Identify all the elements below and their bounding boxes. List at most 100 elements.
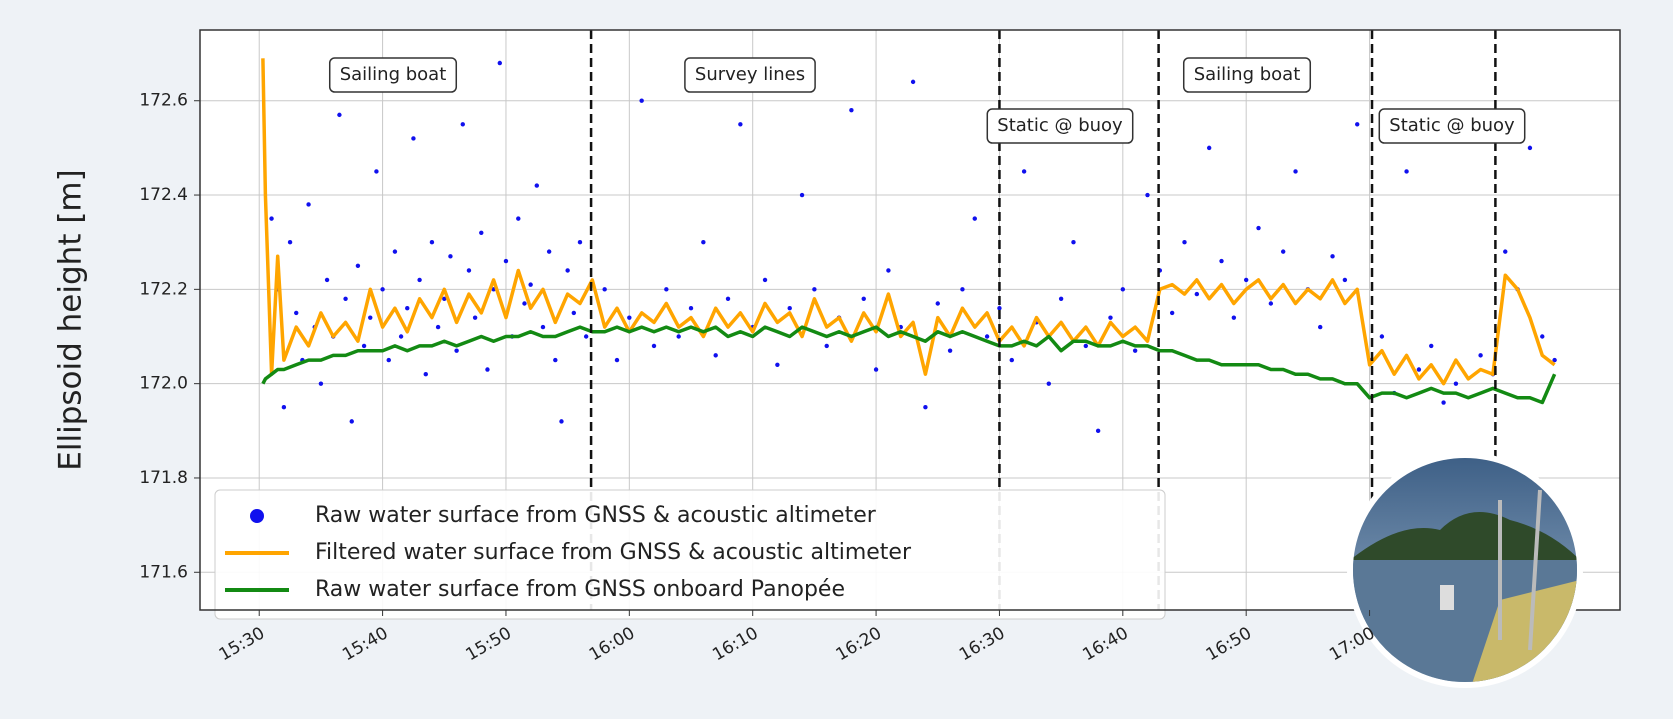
scatter-point bbox=[1059, 297, 1063, 301]
scatter-point bbox=[1121, 287, 1125, 291]
scatter-point bbox=[325, 278, 329, 282]
scatter-point bbox=[498, 61, 502, 65]
y-tick-label: 172.0 bbox=[139, 374, 188, 394]
scatter-point bbox=[788, 306, 792, 310]
scatter-point bbox=[522, 301, 526, 305]
scatter-point bbox=[775, 363, 779, 367]
scatter-point bbox=[467, 268, 471, 272]
y-tick-label: 172.6 bbox=[139, 91, 188, 111]
scatter-point bbox=[387, 358, 391, 362]
scatter-point bbox=[627, 315, 631, 319]
scatter-point bbox=[1540, 334, 1544, 338]
scatter-point bbox=[602, 287, 606, 291]
scatter-point bbox=[547, 249, 551, 253]
scatter-point bbox=[1195, 292, 1199, 296]
scatter-point bbox=[436, 325, 440, 329]
scatter-point bbox=[874, 367, 878, 371]
scatter-point bbox=[1404, 169, 1408, 173]
scatter-point bbox=[1429, 344, 1433, 348]
scatter-point bbox=[738, 122, 742, 126]
scatter-point bbox=[306, 202, 310, 206]
x-tick-label: 15:50 bbox=[463, 623, 515, 665]
y-tick-label: 171.6 bbox=[139, 562, 188, 582]
scatter-point bbox=[1380, 334, 1384, 338]
scatter-point bbox=[973, 216, 977, 220]
scatter-point bbox=[1478, 353, 1482, 357]
x-tick-label: 15:40 bbox=[339, 623, 391, 665]
x-tick-label: 15:30 bbox=[216, 623, 268, 665]
annotation: Survey lines bbox=[695, 64, 805, 85]
annotation: Sailing boat bbox=[340, 64, 447, 85]
scatter-point bbox=[461, 122, 465, 126]
scatter-point bbox=[1071, 240, 1075, 244]
scatter-point bbox=[1454, 381, 1458, 385]
scatter-point bbox=[541, 325, 545, 329]
y-tick-label: 172.4 bbox=[139, 185, 188, 205]
scatter-point bbox=[997, 306, 1001, 310]
scatter-point bbox=[1096, 429, 1100, 433]
scatter-point bbox=[288, 240, 292, 244]
scatter-point bbox=[664, 287, 668, 291]
scatter-point bbox=[1318, 325, 1322, 329]
scatter-point bbox=[269, 216, 273, 220]
x-tick-label: 16:30 bbox=[956, 623, 1008, 665]
scatter-point bbox=[1084, 344, 1088, 348]
scatter-point bbox=[393, 249, 397, 253]
scatter-point bbox=[343, 297, 347, 301]
scatter-point bbox=[504, 259, 508, 263]
scatter-point bbox=[485, 367, 489, 371]
scatter-point bbox=[319, 381, 323, 385]
scatter-point bbox=[454, 348, 458, 352]
scatter-point bbox=[528, 282, 532, 286]
scatter-point bbox=[713, 353, 717, 357]
scatter-point bbox=[1330, 254, 1334, 258]
scatter-point bbox=[911, 80, 915, 84]
annotation: Static @ buoy bbox=[997, 115, 1123, 136]
scatter-point bbox=[356, 264, 360, 268]
scatter-point bbox=[1417, 367, 1421, 371]
scatter-point bbox=[1528, 146, 1532, 150]
scatter-point bbox=[812, 287, 816, 291]
legend-label: Filtered water surface from GNSS & acous… bbox=[315, 540, 912, 565]
scatter-point bbox=[1355, 122, 1359, 126]
scatter-point bbox=[399, 334, 403, 338]
scatter-point bbox=[800, 193, 804, 197]
scatter-point bbox=[849, 108, 853, 112]
scatter-point bbox=[923, 405, 927, 409]
scatter-point bbox=[763, 278, 767, 282]
scatter-point bbox=[448, 254, 452, 258]
scatter-point bbox=[362, 344, 366, 348]
scatter-point bbox=[936, 301, 940, 305]
scatter-point bbox=[374, 169, 378, 173]
x-tick-label: 16:40 bbox=[1079, 623, 1131, 665]
scatter-point bbox=[1207, 146, 1211, 150]
scatter-point bbox=[479, 231, 483, 235]
scatter-point bbox=[1232, 315, 1236, 319]
scatter-point bbox=[1219, 259, 1223, 263]
scatter-point bbox=[1047, 381, 1051, 385]
scatter-point bbox=[1170, 311, 1174, 315]
scatter-point bbox=[689, 306, 693, 310]
x-tick-label: 16:20 bbox=[833, 623, 885, 665]
scatter-point bbox=[1133, 348, 1137, 352]
scatter-point bbox=[1108, 315, 1112, 319]
scatter-point bbox=[1293, 169, 1297, 173]
scatter-point bbox=[985, 334, 989, 338]
x-tick-label: 16:50 bbox=[1203, 623, 1255, 665]
x-tick-label: 16:00 bbox=[586, 623, 638, 665]
legend-label: Raw water surface from GNSS onboard Pano… bbox=[315, 577, 845, 602]
scatter-point bbox=[578, 240, 582, 244]
scatter-point bbox=[411, 136, 415, 140]
scatter-point bbox=[553, 358, 557, 362]
scatter-point bbox=[417, 278, 421, 282]
scatter-point bbox=[960, 287, 964, 291]
scatter-point bbox=[380, 287, 384, 291]
scatter-point bbox=[1441, 400, 1445, 404]
scatter-point bbox=[1022, 169, 1026, 173]
y-axis-label: Ellipsoid height [m] bbox=[53, 169, 89, 470]
scatter-point bbox=[1281, 249, 1285, 253]
scatter-point bbox=[337, 113, 341, 117]
scatter-point bbox=[368, 315, 372, 319]
scatter-point bbox=[652, 344, 656, 348]
y-tick-label: 172.2 bbox=[139, 279, 188, 299]
